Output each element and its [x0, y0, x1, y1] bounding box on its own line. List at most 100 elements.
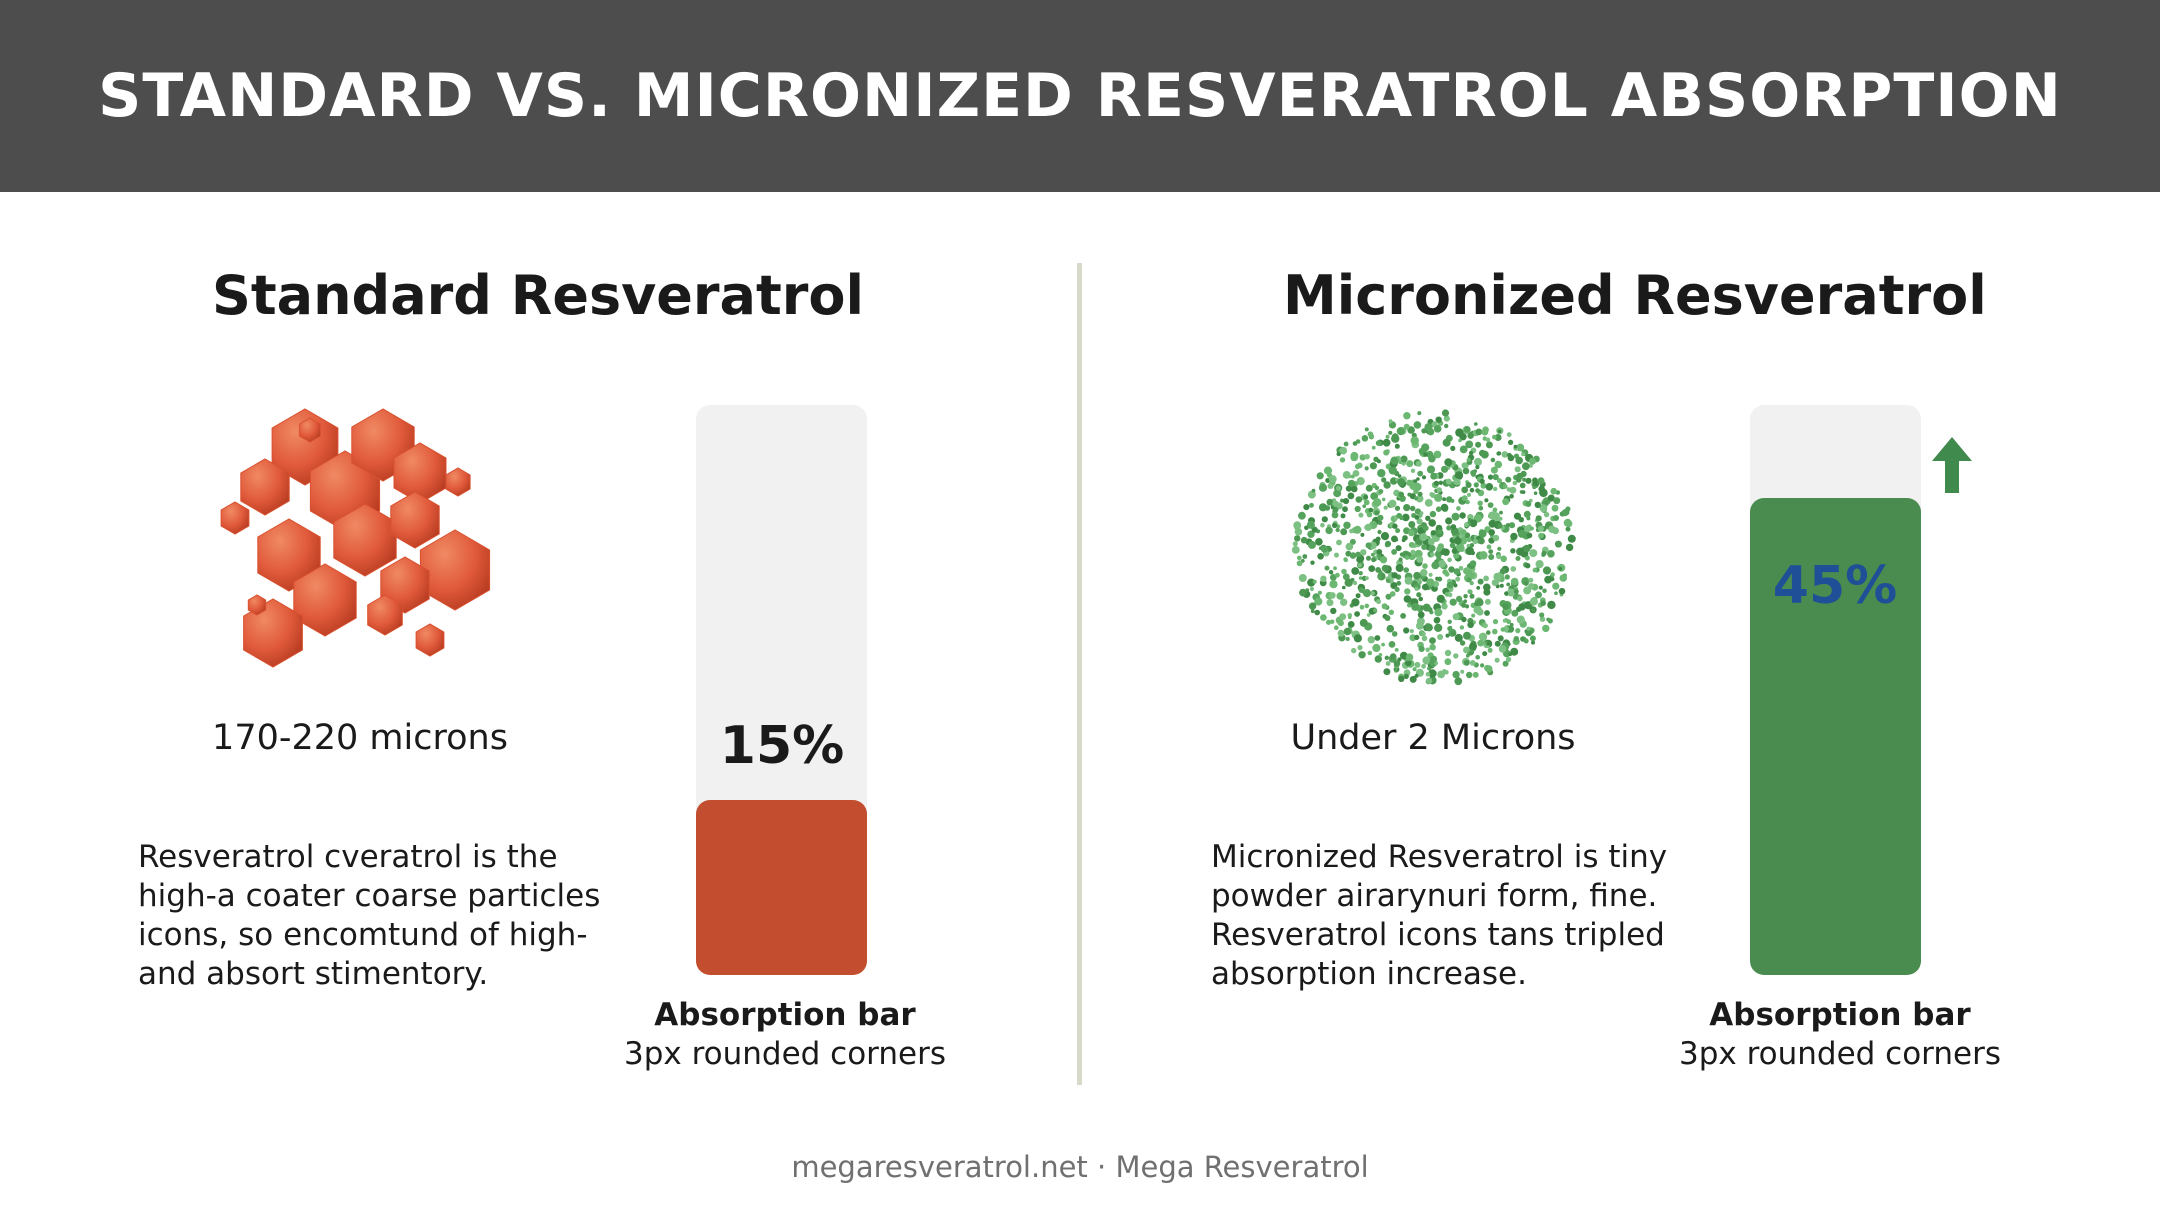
powder-particle	[1474, 600, 1480, 607]
powder-particle	[1417, 470, 1424, 477]
powder-particle	[1475, 441, 1482, 448]
powder-particle	[1366, 555, 1371, 561]
powder-particle	[1400, 455, 1408, 463]
powder-particle	[1476, 586, 1481, 590]
powder-particle	[1437, 529, 1443, 535]
powder-particle	[1342, 506, 1348, 513]
powder-particle	[1421, 428, 1427, 434]
powder-particle	[1554, 591, 1558, 595]
powder-particle	[1401, 538, 1406, 543]
powder-particle	[1343, 557, 1348, 562]
powder-particle	[1443, 415, 1450, 422]
powder-particle	[1448, 566, 1455, 573]
standard-title: Standard Resveratrol	[211, 264, 865, 327]
standard-bar-caption: Absorption bar 3px rounded corners	[605, 996, 965, 1074]
micronized-absorption-value: 45%	[1772, 556, 1898, 616]
powder-particle	[1445, 633, 1450, 638]
powder-particle	[1462, 467, 1470, 475]
powder-particle	[1342, 498, 1350, 505]
powder-particle	[1469, 572, 1475, 578]
powder-particle	[1455, 428, 1464, 437]
powder-particle	[1466, 492, 1472, 497]
powder-particle	[1342, 585, 1346, 590]
powder-particle	[1442, 438, 1451, 447]
powder-particle	[1526, 626, 1531, 631]
powder-particle	[1357, 563, 1362, 568]
powder-particle	[1539, 616, 1546, 622]
powder-particle	[1477, 578, 1484, 585]
powder-particle	[1497, 635, 1504, 642]
powder-particle	[1379, 556, 1388, 564]
powder-particle	[1302, 554, 1308, 559]
powder-particle	[1384, 655, 1389, 660]
powder-particle	[1308, 602, 1317, 610]
powder-particle	[1452, 670, 1460, 679]
micronized-description-line: Resveratrol icons tans tripled	[1211, 917, 1665, 953]
crystal-particle	[445, 467, 471, 497]
powder-particle	[1447, 619, 1452, 624]
powder-particle	[1329, 580, 1338, 589]
powder-particle	[1366, 613, 1371, 617]
powder-particle	[1517, 595, 1523, 602]
powder-particle	[1548, 525, 1556, 533]
powder-particle	[1327, 483, 1334, 489]
powder-particle	[1428, 572, 1433, 577]
standard-absorption-fill	[696, 800, 867, 975]
powder-particle	[1292, 541, 1298, 547]
powder-particle	[1453, 478, 1461, 486]
powder-particle	[1502, 618, 1507, 623]
micronized-title: Micronized Resveratrol	[1283, 264, 1987, 327]
powder-particle	[1485, 441, 1493, 449]
powder-particle	[1472, 538, 1479, 545]
powder-particle	[1429, 510, 1437, 518]
powder-particle	[1493, 572, 1502, 581]
powder-particle	[1436, 546, 1443, 552]
powder-particle	[1354, 463, 1361, 470]
powder-particle	[1535, 560, 1544, 569]
powder-particle	[1515, 628, 1521, 634]
crystal-particle	[293, 563, 357, 637]
powder-particle	[1544, 500, 1549, 505]
powder-particle	[1490, 457, 1496, 463]
powder-particle	[1553, 515, 1559, 521]
powder-particle	[1502, 484, 1508, 489]
powder-particle	[1421, 632, 1426, 636]
powder-particle	[1417, 611, 1425, 619]
powder-particle	[1488, 549, 1494, 554]
powder-particle	[1403, 504, 1411, 512]
powder-particle	[1502, 660, 1509, 667]
powder-particle	[1427, 538, 1435, 546]
powder-particle	[1449, 598, 1457, 606]
powder-particle	[1427, 607, 1433, 613]
powder-particle	[1389, 653, 1397, 660]
powder-particle	[1417, 491, 1423, 497]
powder-particle	[1330, 607, 1337, 615]
powder-particle	[1312, 579, 1317, 584]
powder-particle	[1487, 502, 1494, 508]
powder-particle	[1383, 505, 1388, 510]
powder-particle	[1552, 582, 1560, 590]
powder-particle	[1547, 550, 1555, 558]
powder-particle	[1423, 452, 1428, 457]
powder-particle	[1477, 500, 1483, 506]
powder-particle	[1465, 499, 1470, 505]
powder-particle	[1466, 537, 1472, 543]
powder-particle	[1486, 630, 1491, 635]
fine-powder-icon	[1291, 409, 1576, 686]
powder-particle	[1385, 593, 1392, 600]
powder-particle	[1434, 661, 1439, 665]
powder-particle	[1378, 489, 1384, 494]
micronized-absorption-bar	[1750, 405, 1921, 975]
powder-particle	[1403, 412, 1411, 420]
powder-particle	[1505, 476, 1512, 483]
micronized-description-line: absorption increase.	[1211, 956, 1527, 992]
powder-particle	[1492, 434, 1497, 440]
micronized-bar-caption: Absorption bar 3px rounded corners	[1660, 996, 2020, 1074]
powder-particle	[1416, 592, 1422, 598]
powder-particle	[1367, 636, 1375, 644]
powder-particle	[1463, 631, 1471, 640]
powder-particle	[1377, 520, 1383, 525]
powder-particle	[1435, 524, 1443, 532]
powder-particle	[1376, 459, 1381, 464]
powder-particle	[1414, 661, 1421, 668]
